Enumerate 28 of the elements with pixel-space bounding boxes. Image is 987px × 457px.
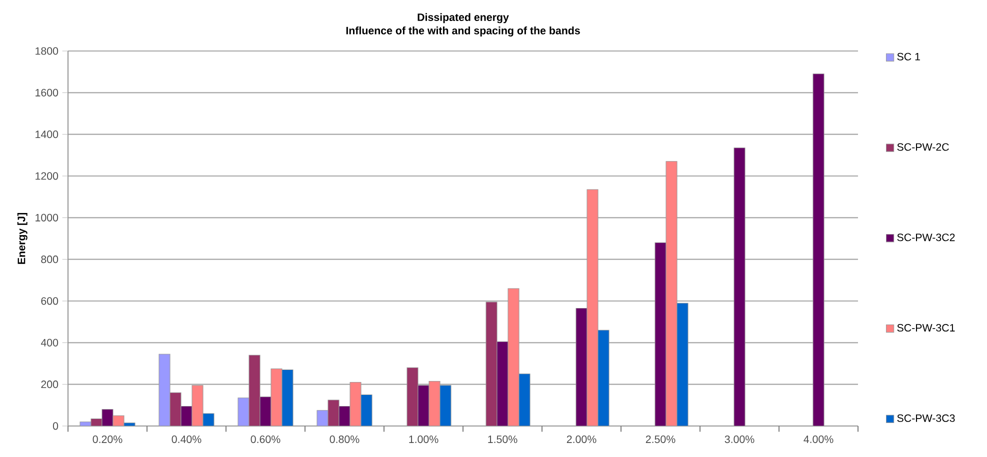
x-tick-label: 1.50% xyxy=(488,436,518,444)
x-tick-label: 3.00% xyxy=(724,436,754,444)
x-tick-label: 2.50% xyxy=(646,436,676,444)
legend-label: SC-PW-3C3 xyxy=(897,414,955,422)
y-tick-label: 1200 xyxy=(36,172,58,180)
x-tick-label: 0.80% xyxy=(330,436,360,444)
y-tick-label: 0 xyxy=(52,422,58,430)
y-axis-title: Energy [J] xyxy=(17,213,28,264)
legend-label: SC-PW-2C xyxy=(897,143,949,151)
x-tick-label: 4.00% xyxy=(804,436,834,444)
legend-label: SC-PW-3C2 xyxy=(897,234,955,242)
y-tick-label: 400 xyxy=(40,338,58,346)
y-tick-label: 1400 xyxy=(36,130,58,138)
legend-label: SC-PW-3C1 xyxy=(897,324,955,332)
x-tick-label: 2.00% xyxy=(566,436,596,444)
x-tick-label: 0.60% xyxy=(250,436,280,444)
chart-title: Dissipated energy xyxy=(418,13,509,24)
x-tick-label: 0.40% xyxy=(172,436,202,444)
y-tick-label: 1000 xyxy=(36,214,58,222)
x-tick-label: 1.00% xyxy=(409,436,438,444)
y-tick-label: 200 xyxy=(41,380,58,388)
chart-subtitle: Influence of the with and spacing of the bands xyxy=(346,26,580,37)
y-tick-label: 800 xyxy=(41,256,58,264)
y-tick-label: 1800 xyxy=(36,47,58,55)
legend-label: SC 1 xyxy=(897,52,920,60)
y-tick-label: 600 xyxy=(41,297,58,305)
x-tick-label: 0.20% xyxy=(92,436,122,444)
y-tick-label: 1600 xyxy=(36,88,58,96)
